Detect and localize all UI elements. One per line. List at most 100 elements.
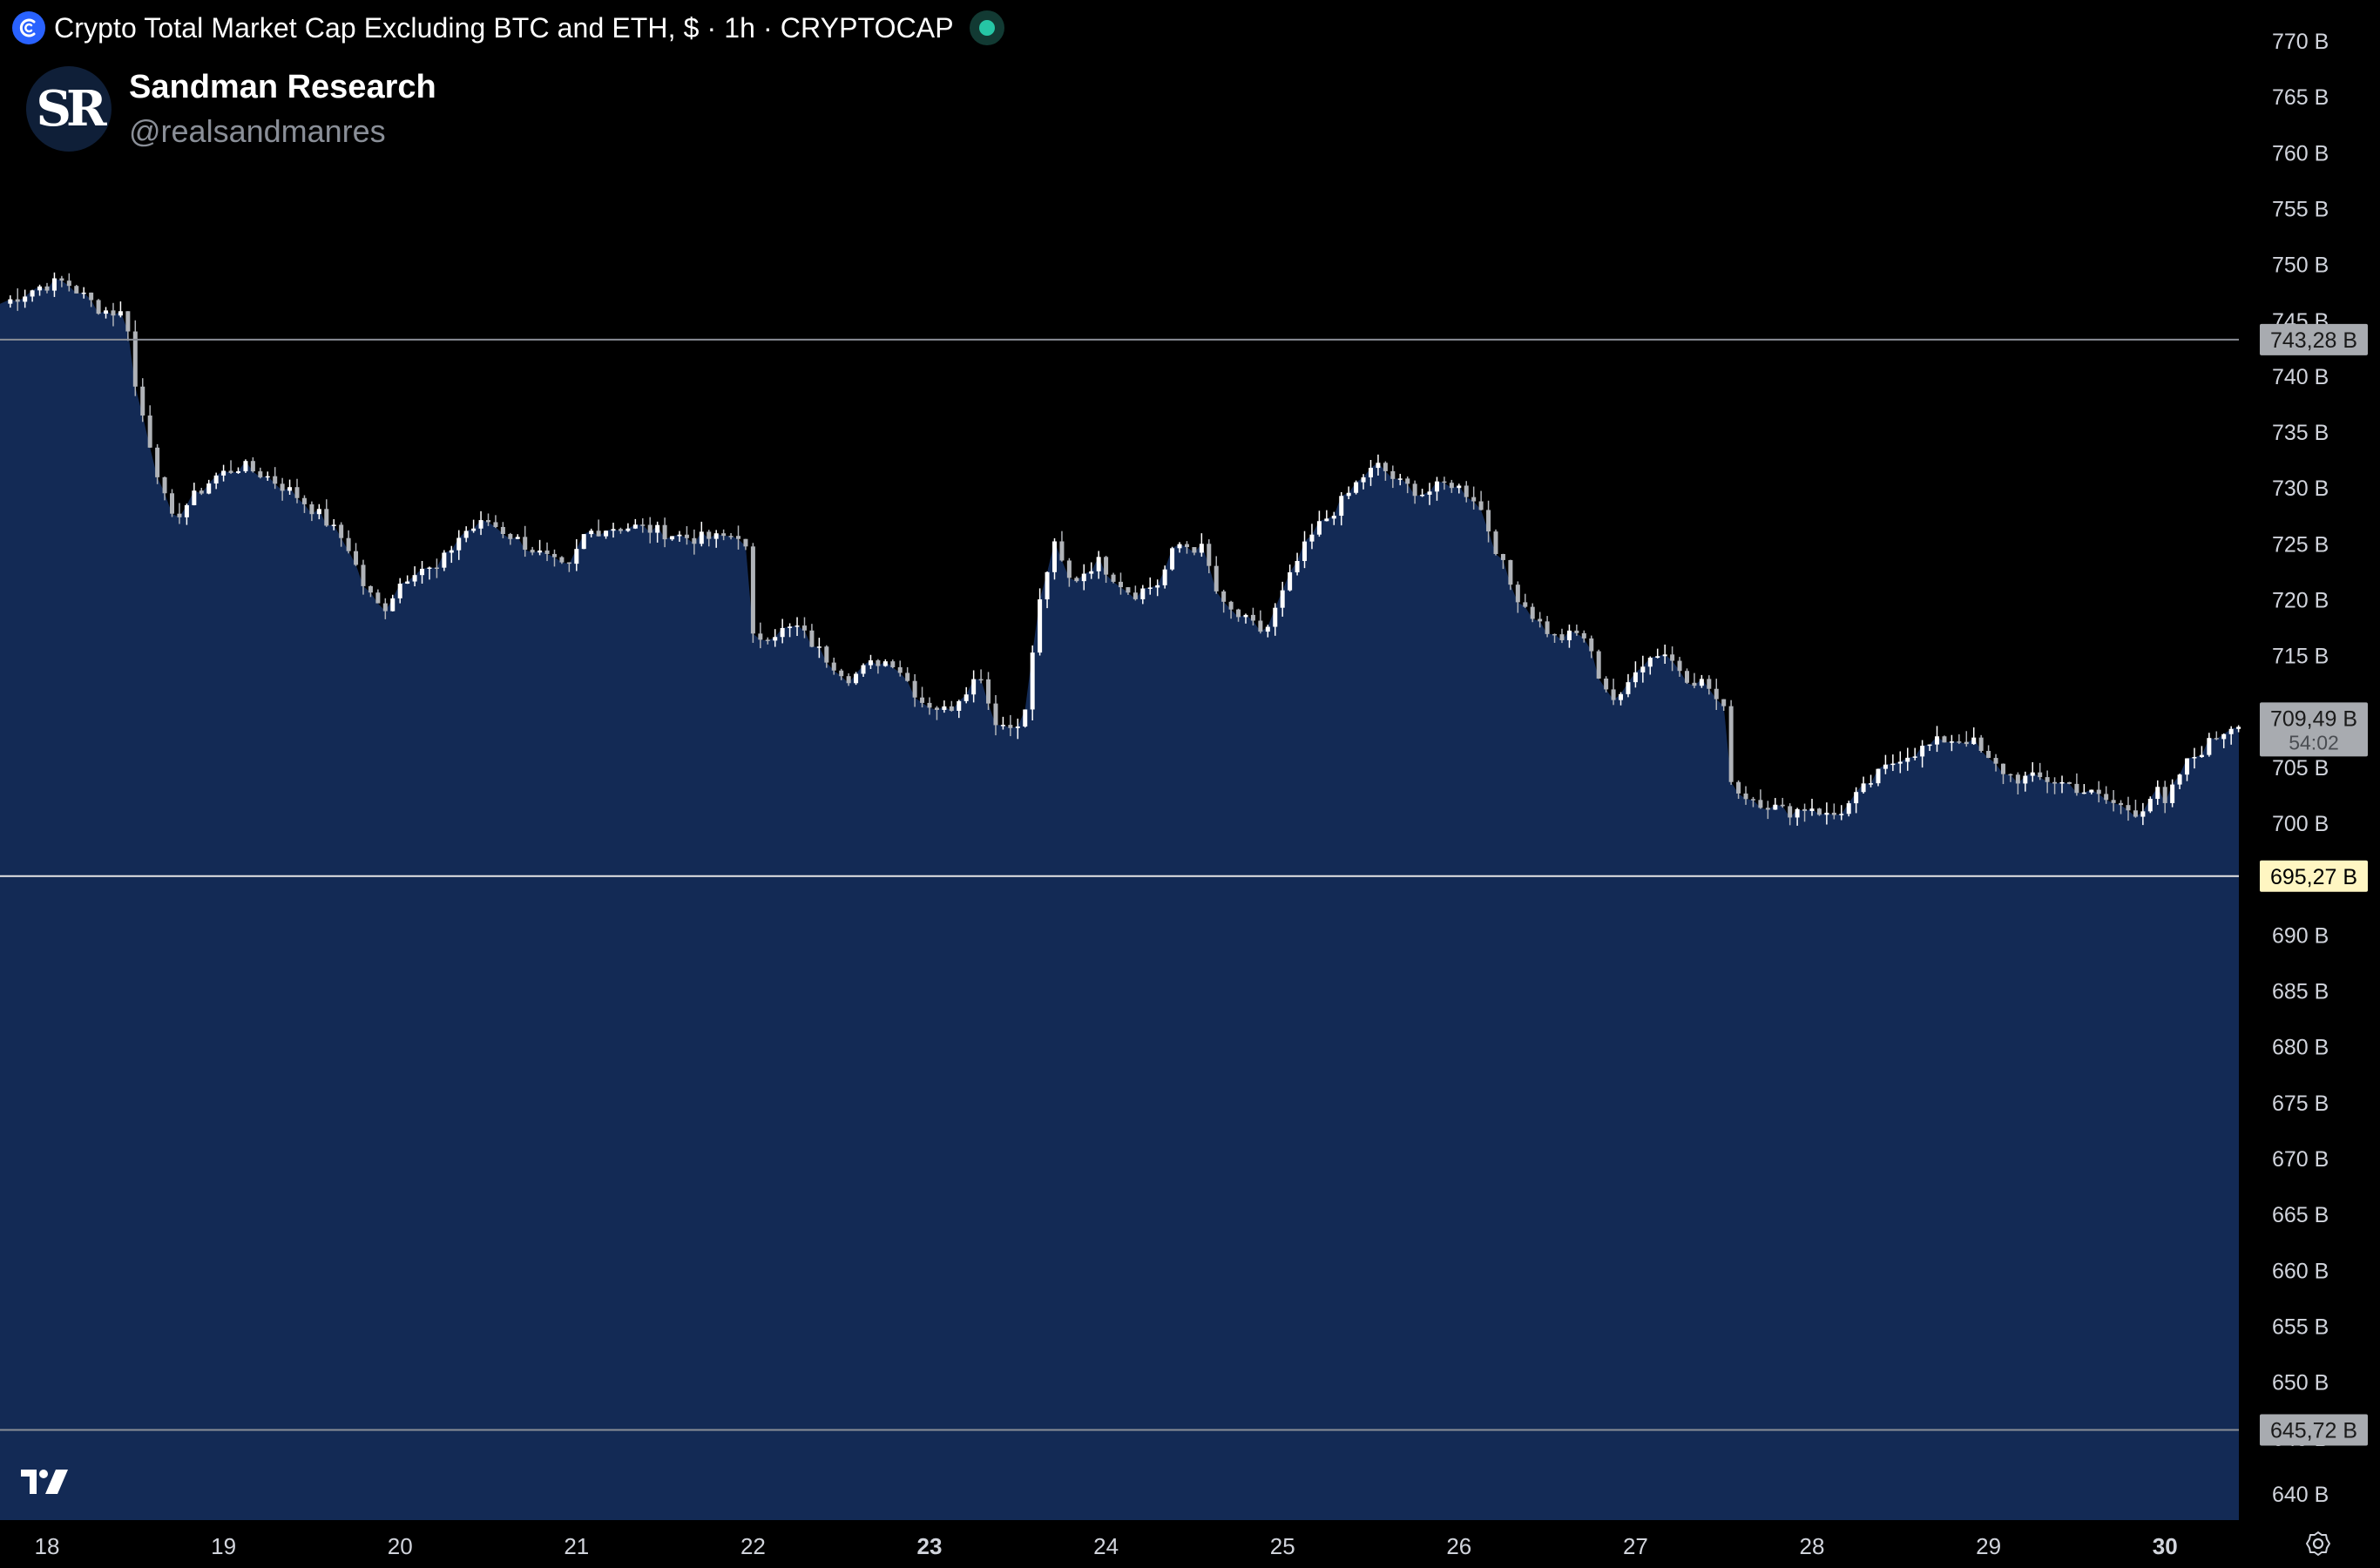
candle-body bbox=[765, 639, 770, 641]
candle-body bbox=[265, 476, 270, 478]
candle-body bbox=[2096, 789, 2101, 794]
candle-body bbox=[1118, 581, 1123, 588]
cryptocap-logo-icon bbox=[12, 11, 45, 44]
tradingview-logo-icon[interactable] bbox=[19, 1467, 75, 1497]
candle-body bbox=[1692, 682, 1697, 686]
candle-body bbox=[1478, 501, 1484, 510]
candle-body bbox=[632, 524, 638, 529]
candle-body bbox=[1243, 614, 1248, 618]
y-tick-label: 685 B bbox=[2272, 980, 2329, 1004]
candle-body bbox=[375, 592, 381, 604]
candle-body bbox=[713, 533, 719, 539]
candle-body bbox=[957, 700, 962, 711]
candle-body bbox=[15, 299, 20, 302]
candle-body bbox=[1376, 463, 1381, 469]
candle-body bbox=[1420, 494, 1425, 497]
y-tick-label: 765 B bbox=[2272, 85, 2329, 110]
candle-body bbox=[2023, 775, 2028, 784]
candle-body bbox=[1295, 560, 1300, 572]
candle-body bbox=[1228, 601, 1234, 610]
line-price-label-bg bbox=[2260, 1414, 2368, 1446]
candle-body bbox=[544, 551, 550, 554]
candle-body bbox=[1964, 741, 1969, 745]
candle-body bbox=[1640, 666, 1646, 672]
candle-body bbox=[301, 497, 307, 504]
y-tick-label: 700 B bbox=[2272, 812, 2329, 836]
candle-body bbox=[1045, 571, 1050, 600]
candle-body bbox=[1280, 590, 1285, 608]
candle-body bbox=[1309, 534, 1315, 542]
candle-body bbox=[2119, 802, 2124, 806]
candle-body bbox=[743, 538, 748, 547]
y-tick-label: 770 B bbox=[2272, 30, 2329, 54]
candle-body bbox=[1581, 632, 1586, 639]
y-tick-label: 740 B bbox=[2272, 365, 2329, 389]
y-tick-label: 750 B bbox=[2272, 253, 2329, 278]
candle-body bbox=[604, 531, 609, 537]
candle-body bbox=[1015, 726, 1020, 728]
candle-body bbox=[1265, 626, 1270, 632]
candle-body bbox=[339, 524, 344, 538]
candle-body bbox=[427, 567, 432, 570]
candle-body bbox=[1684, 671, 1689, 683]
candle-body bbox=[1662, 654, 1667, 657]
candle-body bbox=[1074, 578, 1079, 582]
candle-body bbox=[1897, 761, 1903, 764]
candle-body bbox=[538, 551, 543, 553]
candle-body bbox=[699, 531, 704, 544]
candle-body bbox=[1559, 634, 1565, 640]
candle-body bbox=[324, 509, 329, 526]
candle-body bbox=[1530, 606, 1535, 619]
candle-body bbox=[147, 416, 152, 448]
last-price-label-bg bbox=[2260, 702, 2368, 757]
candle-body bbox=[2162, 787, 2167, 803]
candle-body bbox=[1978, 737, 1984, 752]
gear-icon[interactable] bbox=[2305, 1531, 2331, 1557]
candle-body bbox=[1861, 783, 1866, 793]
candle-body bbox=[1758, 800, 1763, 808]
candle-body bbox=[1655, 656, 1660, 659]
candle-body bbox=[2199, 754, 2204, 758]
candle-body bbox=[44, 286, 50, 291]
candle-body bbox=[809, 630, 815, 647]
symbol-title[interactable]: Crypto Total Market Cap Excluding BTC an… bbox=[54, 11, 954, 44]
candle-body bbox=[920, 697, 925, 703]
candle-body bbox=[1288, 571, 1293, 591]
candle-body bbox=[184, 504, 189, 517]
candle-body bbox=[243, 461, 248, 472]
candle-body bbox=[213, 475, 219, 484]
candle-body bbox=[559, 557, 565, 563]
candle-body bbox=[1670, 654, 1675, 661]
candle-body bbox=[780, 627, 785, 638]
candle-body bbox=[1500, 553, 1505, 560]
candle-body bbox=[912, 680, 917, 698]
candle-body bbox=[1920, 746, 1925, 757]
candle-body bbox=[1728, 706, 1734, 782]
candle-body bbox=[2207, 738, 2212, 755]
candle-body bbox=[361, 564, 366, 586]
candle-body bbox=[1831, 812, 1836, 815]
candle-body bbox=[192, 490, 197, 505]
brand-handle: @realsandmanres bbox=[129, 112, 386, 149]
candle-body bbox=[1743, 793, 1748, 800]
candle-body bbox=[589, 531, 594, 535]
candle-body bbox=[1023, 709, 1028, 727]
candle-body bbox=[523, 537, 528, 551]
candle-body bbox=[397, 584, 402, 598]
candle-body bbox=[1869, 783, 1874, 785]
candle-body bbox=[721, 533, 727, 537]
candle-body bbox=[1552, 633, 1558, 636]
candle-body bbox=[1493, 531, 1498, 554]
candle-body bbox=[1155, 585, 1160, 588]
y-tick-label: 720 B bbox=[2272, 589, 2329, 613]
x-tick-label: 30 bbox=[2153, 1533, 2178, 1559]
candle-body bbox=[1258, 620, 1263, 632]
candle-body bbox=[1566, 630, 1572, 640]
x-tick-label: 25 bbox=[1270, 1533, 1295, 1559]
candle-body bbox=[2081, 792, 2086, 794]
candle-body bbox=[2074, 783, 2079, 794]
candle-body bbox=[1126, 587, 1131, 593]
candle-body bbox=[1324, 518, 1329, 522]
candle-body bbox=[125, 311, 131, 332]
